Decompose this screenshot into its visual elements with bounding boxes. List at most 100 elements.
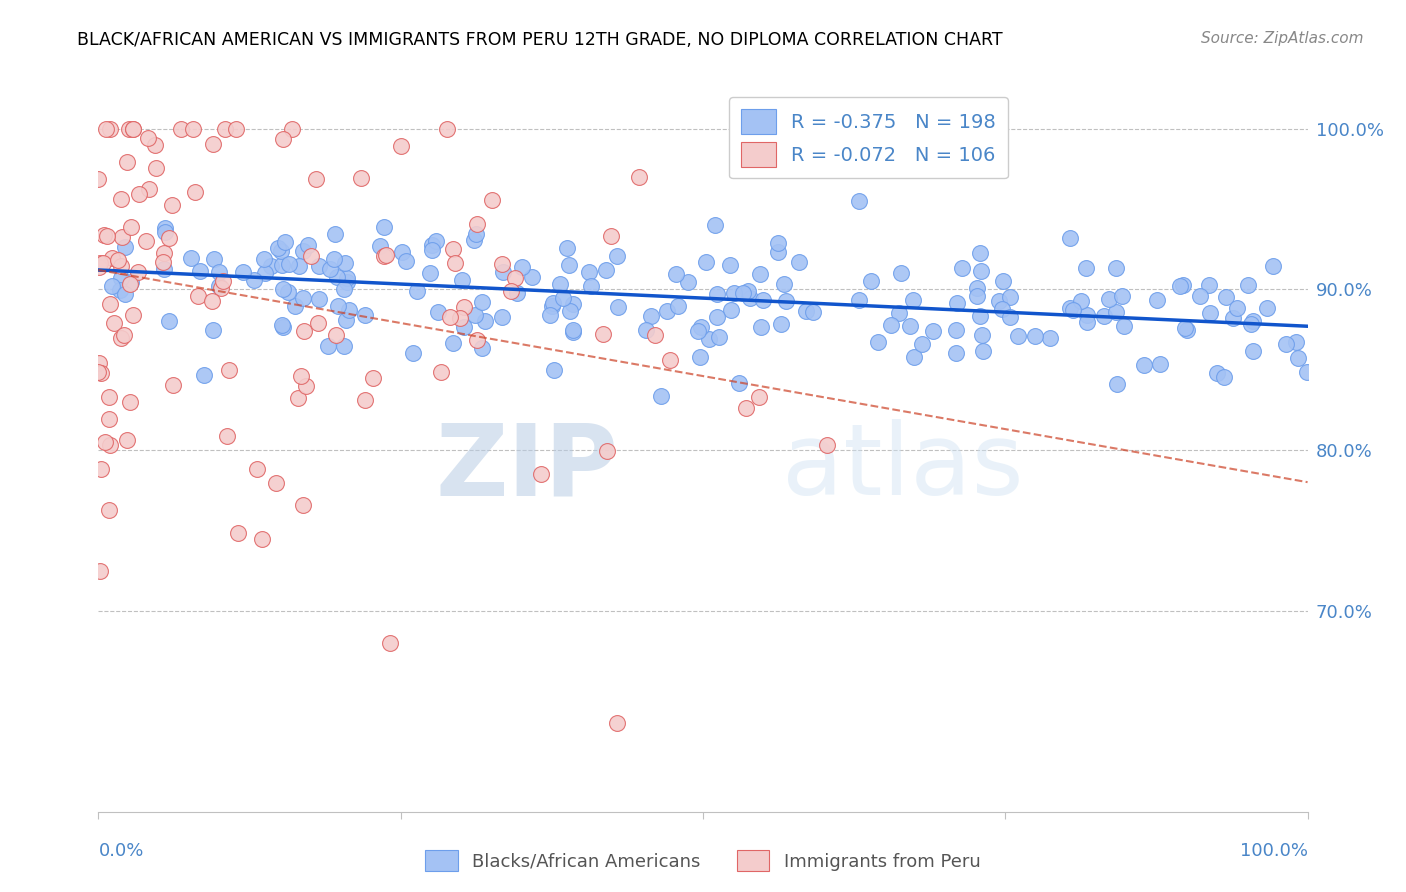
Point [290, 369, 312, 384]
Point [110, 270, 132, 285]
Point [1237, 278, 1260, 293]
Point [1092, 309, 1115, 323]
Point [89, 256, 111, 270]
Point [848, 194, 870, 208]
Point [294, 379, 316, 393]
Point [770, 317, 793, 331]
Point [420, 243, 443, 257]
Point [752, 293, 775, 307]
Legend: Blacks/African Americans, Immigrants from Peru: Blacks/African Americans, Immigrants fro… [418, 843, 988, 879]
Point [271, 318, 294, 332]
Point [93, 228, 115, 243]
Point [111, 230, 134, 244]
Point [391, 139, 413, 153]
Point [773, 277, 796, 291]
Point [114, 287, 136, 301]
Point [103, 316, 125, 330]
Point [138, 130, 160, 145]
Point [471, 341, 494, 355]
Point [592, 327, 614, 342]
Point [1261, 259, 1284, 273]
Point [208, 265, 231, 279]
Point [297, 237, 319, 252]
Point [98, 437, 121, 451]
Point [548, 277, 571, 291]
Point [720, 303, 742, 318]
Point [110, 193, 132, 207]
Point [627, 169, 650, 184]
Point [749, 320, 772, 334]
Point [299, 249, 322, 263]
Point [107, 253, 129, 268]
Point [350, 171, 373, 186]
Point [510, 260, 533, 274]
Point [187, 289, 209, 303]
Point [747, 391, 769, 405]
Point [766, 235, 789, 250]
Point [271, 282, 294, 296]
Point [541, 300, 564, 314]
Point [127, 265, 149, 279]
Point [394, 254, 416, 268]
Point [287, 391, 309, 405]
Point [796, 304, 818, 318]
Point [274, 235, 297, 250]
Point [354, 393, 377, 408]
Point [578, 265, 600, 279]
Point [453, 319, 475, 334]
Point [606, 249, 628, 263]
Point [419, 266, 441, 280]
Point [332, 282, 354, 296]
Point [499, 284, 522, 298]
Point [890, 266, 912, 280]
Point [728, 376, 751, 390]
Point [374, 248, 396, 262]
Point [491, 265, 513, 279]
Point [138, 182, 160, 196]
Point [970, 328, 993, 343]
Point [97, 390, 120, 404]
Point [555, 241, 578, 255]
Point [439, 310, 461, 324]
Point [254, 266, 277, 280]
Point [644, 328, 666, 343]
Point [128, 187, 150, 202]
Point [880, 318, 903, 332]
Point [522, 269, 544, 284]
Point [740, 291, 762, 305]
Point [96, 121, 118, 136]
Point [1059, 301, 1081, 315]
Point [450, 273, 472, 287]
Point [1070, 293, 1092, 308]
Point [1104, 304, 1126, 318]
Point [1105, 260, 1128, 275]
Point [749, 267, 772, 281]
Text: ZIP: ZIP [436, 419, 619, 516]
Point [911, 337, 934, 351]
Point [848, 293, 870, 308]
Point [1256, 301, 1278, 315]
Point [969, 246, 991, 260]
Point [96, 228, 118, 243]
Point [945, 323, 967, 337]
Point [157, 314, 180, 328]
Point [284, 299, 307, 313]
Point [436, 121, 458, 136]
Point [972, 343, 994, 358]
Point [291, 498, 314, 512]
Point [1076, 315, 1098, 329]
Point [543, 363, 565, 377]
Point [707, 330, 730, 344]
Point [115, 433, 138, 447]
Point [316, 339, 339, 353]
Point [970, 264, 993, 278]
Point [180, 251, 202, 265]
Point [292, 291, 315, 305]
Point [1059, 230, 1081, 244]
Point [122, 308, 145, 322]
Point [110, 331, 132, 345]
Point [704, 218, 727, 232]
Point [202, 252, 225, 266]
Point [1240, 318, 1263, 332]
Point [97, 412, 120, 426]
